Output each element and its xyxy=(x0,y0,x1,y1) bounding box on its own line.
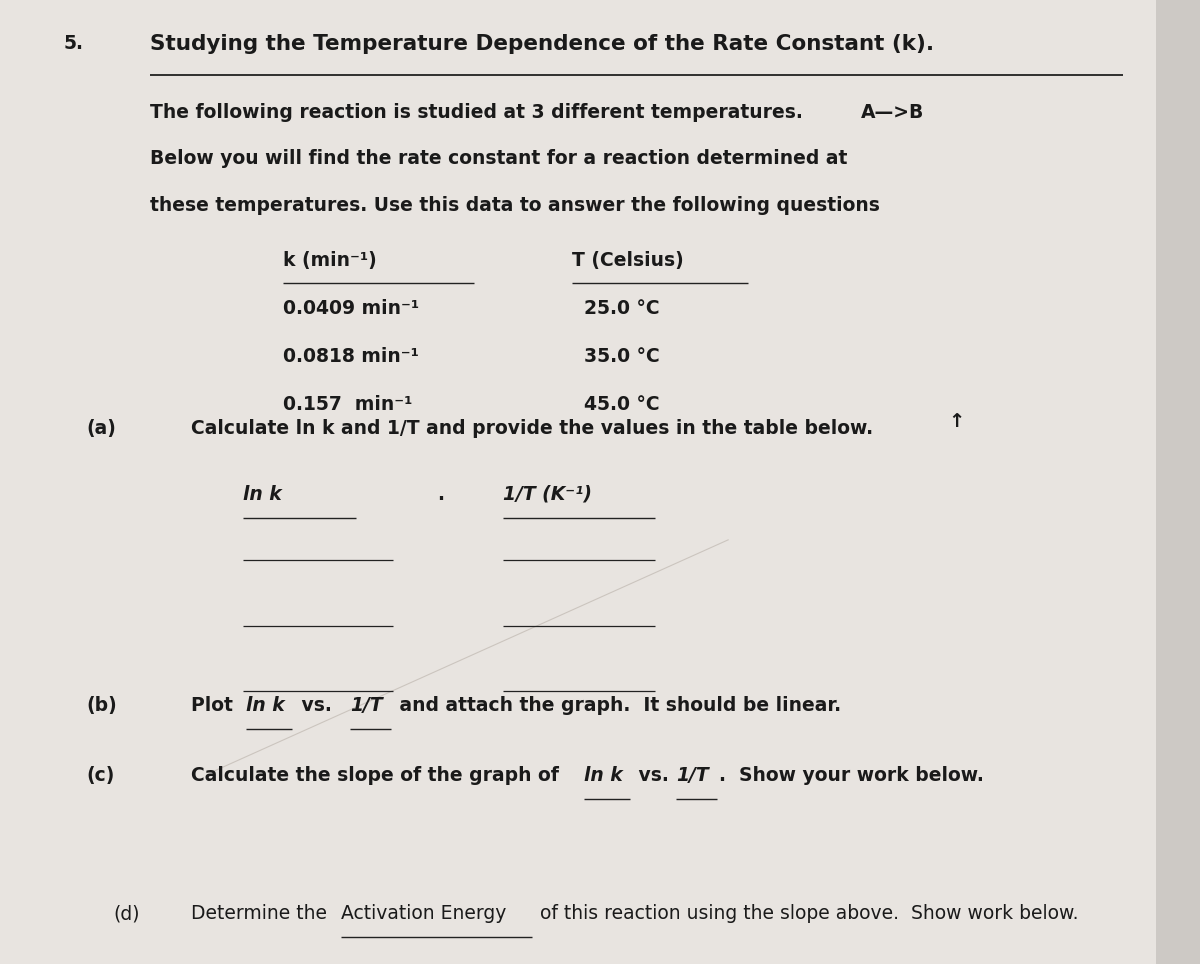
Text: (c): (c) xyxy=(86,766,115,786)
Text: ln k: ln k xyxy=(246,696,284,715)
Text: ↑: ↑ xyxy=(948,412,964,431)
Text: ln k: ln k xyxy=(583,766,623,786)
Text: 1/T: 1/T xyxy=(676,766,709,786)
Text: Activation Energy: Activation Energy xyxy=(341,904,506,924)
Text: Studying the Temperature Dependence of the Rate Constant (k).: Studying the Temperature Dependence of t… xyxy=(150,34,935,54)
Text: (d): (d) xyxy=(113,904,139,924)
Text: A—>B: A—>B xyxy=(862,103,924,122)
Text: .: . xyxy=(437,485,444,504)
Text: (a): (a) xyxy=(86,419,116,439)
Text: 1/T (K⁻¹): 1/T (K⁻¹) xyxy=(503,485,592,504)
Text: .  Show your work below.: . Show your work below. xyxy=(719,766,984,786)
Text: k (min⁻¹): k (min⁻¹) xyxy=(283,251,377,270)
Text: 0.0409 min⁻¹: 0.0409 min⁻¹ xyxy=(283,299,419,318)
FancyBboxPatch shape xyxy=(0,0,1156,964)
Text: 0.0818 min⁻¹: 0.0818 min⁻¹ xyxy=(283,347,419,366)
Text: T (Celsius): T (Celsius) xyxy=(572,251,684,270)
Text: vs.: vs. xyxy=(632,766,676,786)
Text: 35.0 °C: 35.0 °C xyxy=(583,347,660,366)
Text: Calculate the slope of the graph of: Calculate the slope of the graph of xyxy=(191,766,565,786)
Text: 5.: 5. xyxy=(64,34,84,53)
Text: 45.0 °C: 45.0 °C xyxy=(583,395,659,415)
Text: vs.: vs. xyxy=(295,696,338,715)
Text: Below you will find the rate constant for a reaction determined at: Below you will find the rate constant fo… xyxy=(150,149,847,169)
Text: these temperatures. Use this data to answer the following questions: these temperatures. Use this data to ans… xyxy=(150,196,880,215)
Text: 0.157  min⁻¹: 0.157 min⁻¹ xyxy=(283,395,413,415)
Text: ln k: ln k xyxy=(242,485,282,504)
Text: 1/T: 1/T xyxy=(350,696,383,715)
Text: 25.0 °C: 25.0 °C xyxy=(583,299,659,318)
Text: of this reaction using the slope above.  Show work below.: of this reaction using the slope above. … xyxy=(534,904,1079,924)
Text: Calculate ln k and 1/T and provide the values in the table below.: Calculate ln k and 1/T and provide the v… xyxy=(191,419,872,439)
Text: The following reaction is studied at 3 different temperatures.: The following reaction is studied at 3 d… xyxy=(150,103,803,122)
Text: and attach the graph.  It should be linear.: and attach the graph. It should be linea… xyxy=(392,696,841,715)
Text: Determine the: Determine the xyxy=(191,904,332,924)
Text: Plot: Plot xyxy=(191,696,239,715)
Text: (b): (b) xyxy=(86,696,118,715)
